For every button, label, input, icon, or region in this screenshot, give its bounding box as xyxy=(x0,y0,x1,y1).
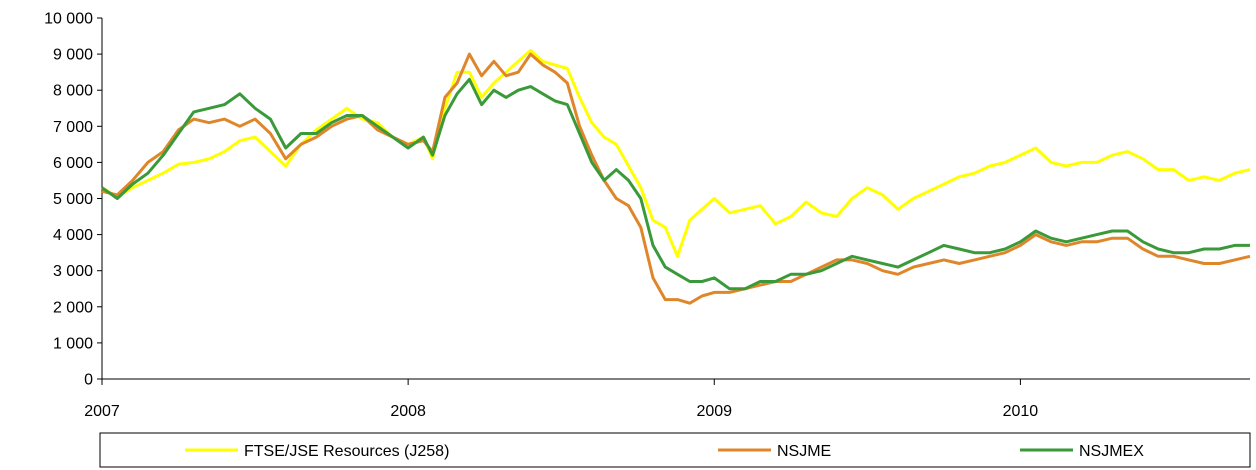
y-tick-label: 0 xyxy=(84,372,93,389)
y-tick-label: 10 000 xyxy=(44,11,93,28)
legend-label: NSJMEX xyxy=(1079,443,1144,460)
legend-items: FTSE/JSE Resources (J258) NSJME NSJMEX xyxy=(185,443,1144,460)
legend-item-3: NSJMEX xyxy=(1020,443,1144,460)
y-tick-label: 8 000 xyxy=(53,83,93,100)
x-tick-label: 2009 xyxy=(696,403,732,420)
y-tick-label: 6 000 xyxy=(53,155,93,172)
legend-item-2: NSJME xyxy=(718,443,831,460)
y-tick-label: 4 000 xyxy=(53,227,93,244)
y-tick-label: 5 000 xyxy=(53,191,93,208)
legend: FTSE/JSE Resources (J258) NSJME NSJMEX xyxy=(99,432,1251,468)
y-tick-label: 7 000 xyxy=(53,119,93,136)
y-axis-tick-labels: 0 1 000 2 000 3 000 4 000 5 000 6 000 7 000 8 00… xyxy=(44,11,93,389)
x-axis-tick-labels: 2007 2008 2009 2010 xyxy=(84,403,1038,420)
series-lines xyxy=(101,49,1251,305)
axes xyxy=(97,17,1250,385)
legend-label: NSJME xyxy=(777,443,831,460)
x-axis-ticks xyxy=(101,379,1021,385)
x-tick-label: 2007 xyxy=(84,403,120,420)
x-tick-label: 2008 xyxy=(390,403,426,420)
y-tick-label: 1 000 xyxy=(53,335,93,352)
y-tick-label: 3 000 xyxy=(53,263,93,280)
legend-label: FTSE/JSE Resources (J258) xyxy=(244,443,449,460)
x-tick-label: 2010 xyxy=(1003,403,1039,420)
series-line-3 xyxy=(101,77,1250,291)
y-axis-ticks xyxy=(97,17,102,380)
legend-item-1: FTSE/JSE Resources (J258) xyxy=(185,443,449,460)
series-line-1 xyxy=(101,49,1251,258)
series-line-2 xyxy=(101,52,1251,305)
y-tick-label: 9 000 xyxy=(53,47,93,64)
y-tick-label: 2 000 xyxy=(53,299,93,316)
